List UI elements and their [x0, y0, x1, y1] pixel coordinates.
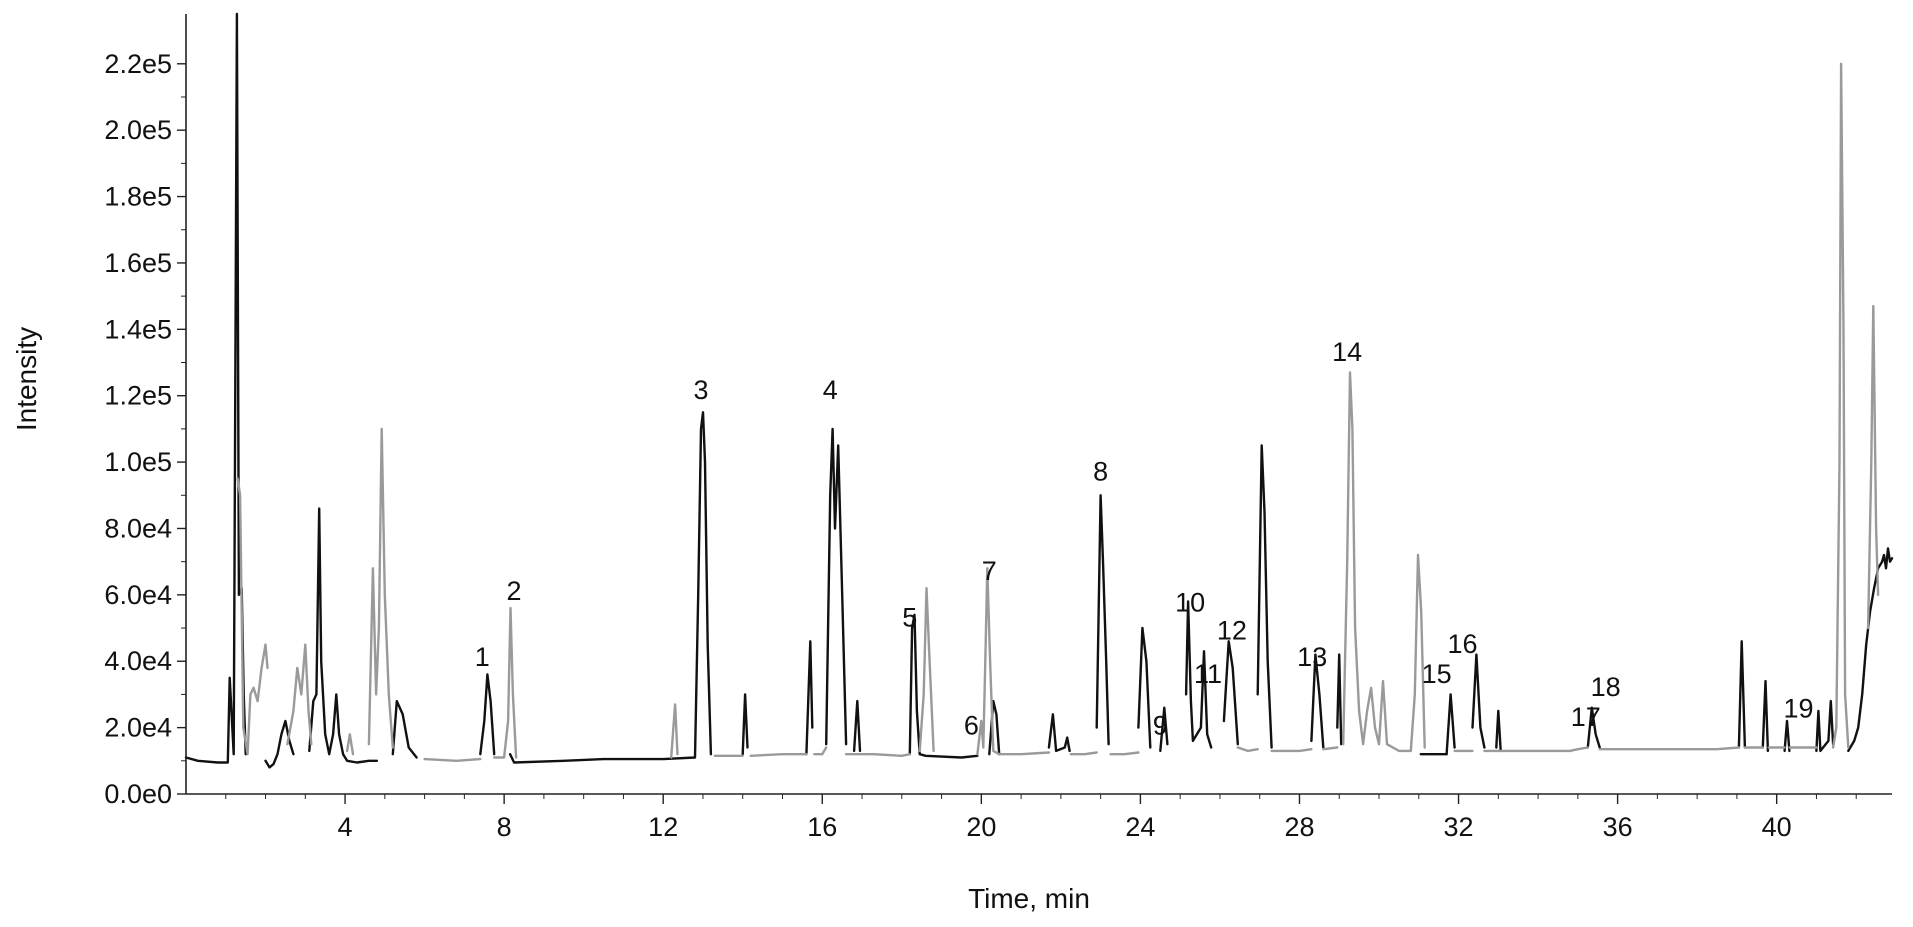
trace-segment-1-25 [1831, 62, 1850, 749]
trace-segment-1-8 [749, 753, 808, 757]
trace-segment-1-11 [918, 587, 935, 753]
trace-segment-1-17 [1322, 746, 1339, 751]
y-tick-label: 1.0e5 [104, 447, 172, 477]
trace-segment-1-10 [844, 753, 911, 757]
trace-segment-1-18 [1342, 371, 1426, 753]
trace-segment-0-29 [1815, 699, 1835, 753]
trace-segment-1-0 [236, 477, 269, 756]
y-tick-label: 2.0e5 [104, 115, 172, 145]
trace-segment-1-26 [1866, 304, 1880, 630]
x-tick-label: 8 [497, 812, 512, 842]
peak-label: 7 [982, 556, 997, 586]
peak-label: 4 [823, 375, 838, 405]
trace-segment-0-9 [852, 699, 862, 753]
trace-segment-1-9 [813, 746, 828, 756]
peak-label: 13 [1297, 642, 1327, 672]
y-axis-title: Intensity [11, 327, 42, 431]
trace-segment-1-13 [1069, 751, 1098, 756]
trace-segment-1-16 [1270, 748, 1313, 753]
peak-label: 11 [1194, 659, 1222, 689]
trace-segment-1-4 [423, 757, 482, 762]
x-tick-label: 40 [1762, 812, 1792, 842]
y-tick-label: 2.2e5 [104, 49, 172, 79]
trace-segment-0-30 [1847, 547, 1894, 753]
y-tick-label: 6.0e4 [104, 580, 172, 610]
trace-segment-0-27 [1761, 679, 1770, 753]
peak-label: 6 [964, 710, 979, 740]
trace-segment-0-3 [391, 699, 418, 759]
x-tick-label: 12 [648, 812, 678, 842]
trace-segment-0-24 [1495, 709, 1502, 753]
peak-label: 12 [1217, 616, 1247, 646]
trace-segment-0-17 [1222, 640, 1239, 746]
peak-label: 9 [1153, 710, 1168, 740]
trace-segment-0-2 [308, 507, 379, 764]
y-tick-label: 0.0e0 [104, 779, 172, 809]
tick-layer: 0.0e0 2.0e4 4.0e4 6.0e4 8.0e4 1.0e5 1.2e5 1.4e5… [104, 49, 1857, 842]
peak-label: 18 [1591, 672, 1621, 702]
trace-segment-0-12 [1047, 713, 1071, 753]
axes-layer [185, 14, 1892, 795]
trace-segment-0-19 [1310, 653, 1325, 749]
trace-segment-0-7 [805, 640, 814, 756]
trace-segment-1-21 [1598, 746, 1741, 751]
peak-label: 19 [1784, 694, 1814, 724]
peak-label: 15 [1422, 659, 1452, 689]
trace-segment-0-8 [825, 427, 848, 746]
x-tick-label: 36 [1603, 812, 1633, 842]
peak-label: 5 [902, 602, 917, 632]
trace-segment-0-4 [479, 673, 496, 756]
y-tick-label: 1.4e5 [104, 314, 172, 344]
trace-segment-1-14 [1109, 751, 1140, 756]
trace-segment-0-10 [908, 613, 979, 759]
y-tick-label: 2.0e4 [104, 713, 172, 743]
trace-segment-0-26 [1737, 640, 1747, 749]
trace-segment-1-15 [1236, 746, 1259, 753]
trace-segment-1-1 [286, 643, 313, 746]
trace-segment-0-15 [1159, 706, 1169, 753]
x-tick-label: 4 [338, 812, 353, 842]
trace-segment-0-13 [1095, 494, 1110, 746]
trace-segment-0-23 [1471, 653, 1486, 749]
peak-label: 17 [1571, 702, 1601, 732]
x-tick-label: 28 [1284, 812, 1314, 842]
trace-layer [184, 12, 1894, 769]
peak-label: 2 [507, 576, 522, 606]
x-tick-label: 20 [966, 812, 996, 842]
trace-segment-1-20 [1483, 746, 1589, 753]
trace-segment-1-3 [367, 427, 394, 749]
trace-segment-1-12 [976, 567, 1051, 756]
peak-label: 8 [1093, 456, 1108, 486]
x-tick-label: 24 [1125, 812, 1155, 842]
peak-label: 16 [1447, 629, 1477, 659]
trace-segment-0-0 [184, 12, 247, 764]
x-axis-title: Time, min [968, 883, 1090, 914]
trace-segment-0-16 [1184, 600, 1213, 749]
trace-segment-0-28 [1783, 719, 1791, 753]
trace-segment-0-22 [1445, 693, 1456, 756]
x-tick-label: 16 [807, 812, 837, 842]
peak-label: 1 [475, 642, 490, 672]
y-tick-label: 1.8e5 [104, 182, 172, 212]
y-tick-label: 1.2e5 [104, 381, 172, 411]
trace-segment-0-14 [1137, 626, 1152, 749]
trace-segment-1-5 [493, 606, 518, 759]
y-tick-label: 8.0e4 [104, 513, 172, 543]
peak-label: 14 [1332, 337, 1362, 367]
trace-segment-1-2 [345, 733, 355, 756]
peak-label: 10 [1175, 587, 1205, 617]
trace-segment-0-25 [1586, 706, 1601, 749]
y-tick-label: 4.0e4 [104, 646, 172, 676]
trace-segment-0-6 [741, 693, 749, 756]
peak-label: 3 [693, 375, 708, 405]
trace-segment-1-6 [670, 703, 679, 759]
y-tick-label: 1.6e5 [104, 248, 172, 278]
trace-segment-0-18 [1256, 444, 1273, 749]
trace-segment-0-5 [508, 411, 713, 764]
x-tick-label: 32 [1444, 812, 1474, 842]
trace-segment-0-20 [1336, 653, 1343, 746]
